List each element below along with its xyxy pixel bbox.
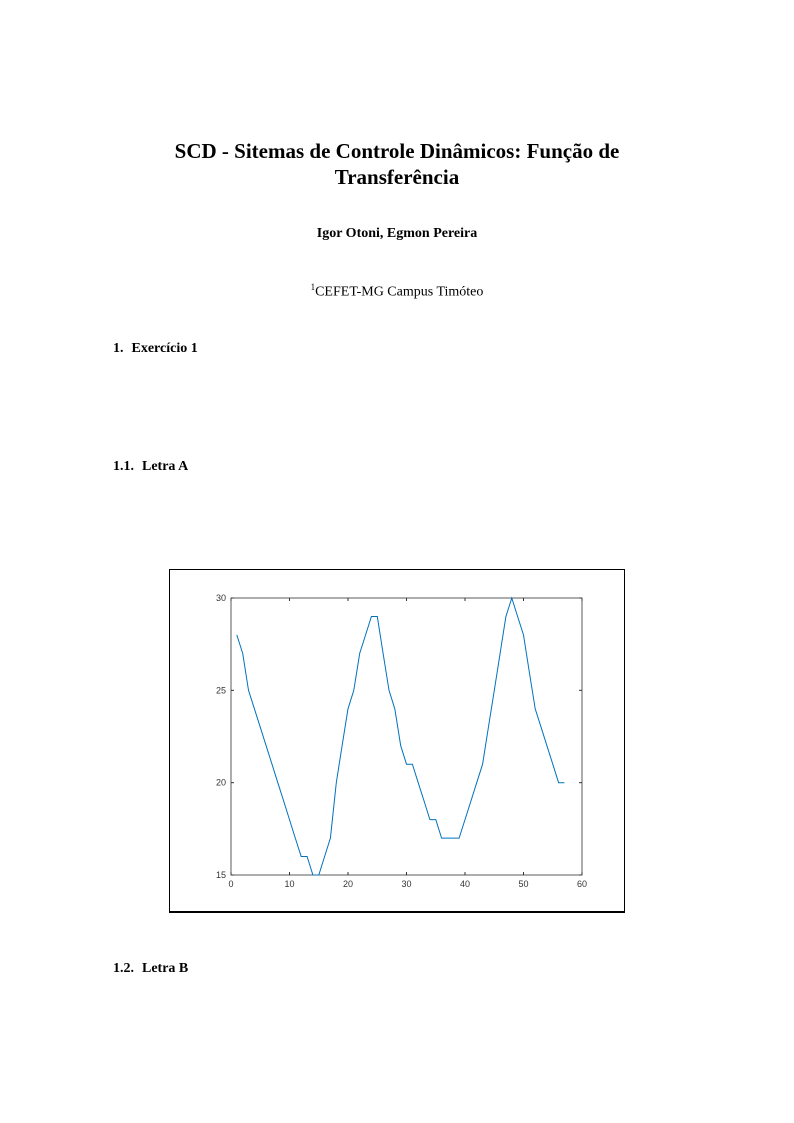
section-number: 1.2. — [113, 961, 134, 976]
section-number: 1. — [113, 341, 124, 356]
section-title: Letra B — [142, 961, 189, 976]
y-tick-label: 30 — [216, 593, 226, 603]
title-line-1: SCD - Sitemas de Controle Dinâmicos: Fun… — [174, 139, 620, 163]
subsection-heading: 1.1. Letra A — [113, 459, 188, 475]
x-tick-label: 60 — [577, 879, 587, 889]
section-heading: 1. Exercício 1 — [113, 341, 198, 357]
x-tick-label: 30 — [401, 879, 411, 889]
y-tick-label: 25 — [216, 685, 226, 695]
x-tick-label: 20 — [343, 879, 353, 889]
title-line-2: Transferência — [334, 165, 460, 189]
x-tick-label: 40 — [460, 879, 470, 889]
authors: Igor Otoni, Egmon Pereira — [316, 226, 478, 241]
affiliation-text: CEFET-MG Campus Timóteo — [315, 284, 484, 300]
x-tick-label: 0 — [228, 879, 233, 889]
line-chart: 0 10 20 30 40 50 60 15 20 25 30 — [216, 593, 587, 889]
section-title: Letra A — [142, 459, 189, 474]
figure: 0 10 20 30 40 50 60 15 20 25 30 — [169, 569, 625, 913]
paper-title: SCD - Sitemas de Controle Dinâmicos: Fun… — [0, 138, 794, 190]
plot-area — [230, 597, 583, 876]
affiliation: 1CEFET-MG Campus Timóteo — [0, 282, 794, 301]
y-tick-label: 20 — [216, 778, 226, 788]
x-tick-label: 10 — [284, 879, 294, 889]
section-title: Exercício 1 — [131, 341, 198, 356]
x-tick-label: 50 — [518, 879, 528, 889]
data-series-line — [236, 596, 565, 876]
subsection-heading: 1.2. Letra B — [113, 961, 188, 977]
section-number: 1.1. — [113, 459, 134, 474]
y-tick-label: 15 — [216, 870, 226, 880]
affiliation-mark: 1 — [310, 282, 316, 292]
